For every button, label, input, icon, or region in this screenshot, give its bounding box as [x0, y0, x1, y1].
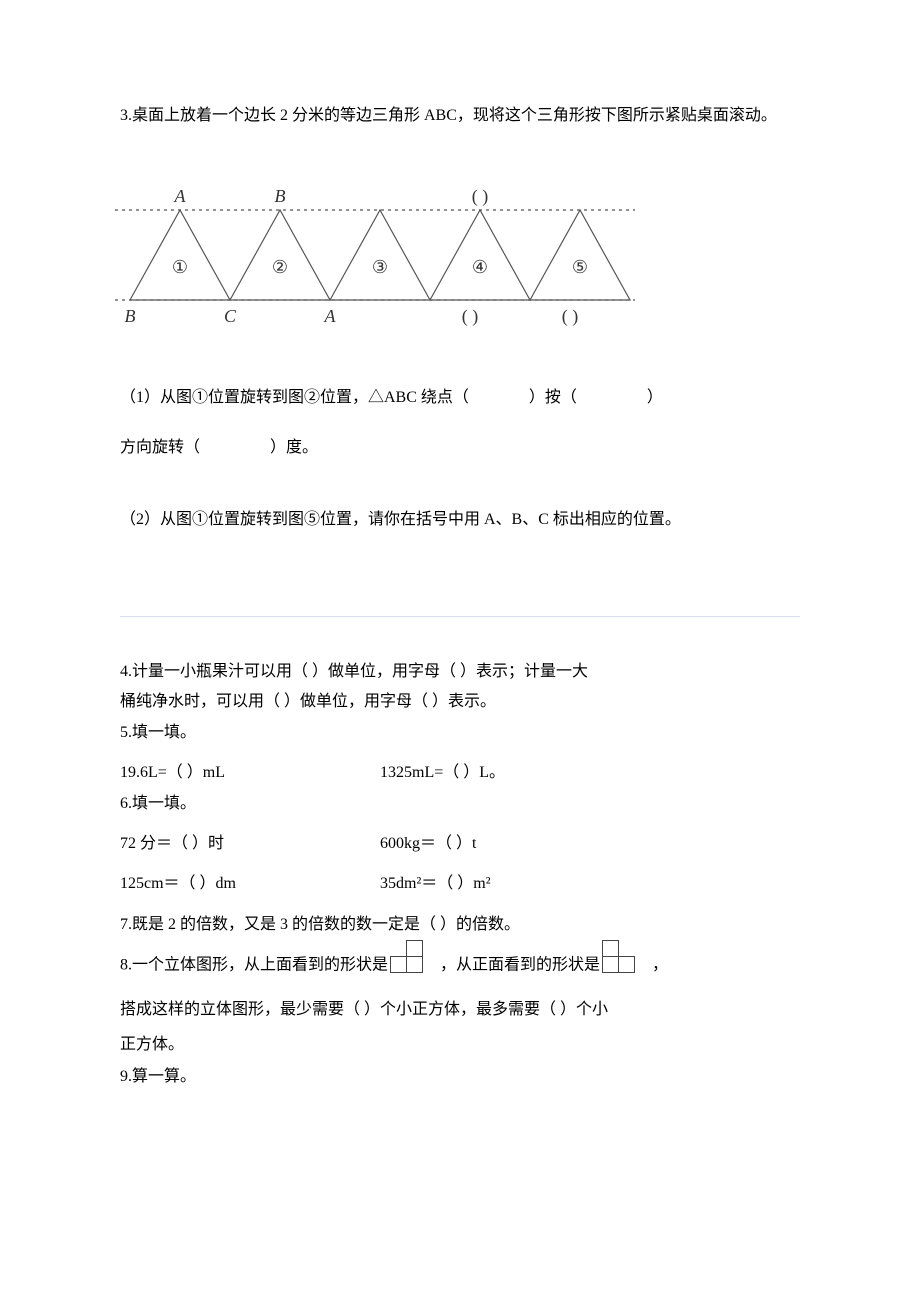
svg-text:A: A	[324, 306, 337, 326]
q3-sub1-l2end: ）度。	[270, 439, 318, 456]
q8-fig-top	[390, 940, 438, 991]
svg-text:( ): ( )	[462, 306, 479, 327]
q3-sub1-end1: ）	[647, 389, 663, 406]
svg-text:( ): ( )	[562, 306, 579, 327]
q5-eq1: 19.6L=（ ）mL	[120, 758, 380, 788]
q3-sub1-mid1: ）按（	[529, 389, 577, 406]
q6-r1a: 72 分＝（ ）时	[120, 829, 380, 859]
svg-text:A: A	[174, 186, 187, 206]
svg-text:④: ④	[472, 257, 488, 277]
svg-text:②: ②	[272, 257, 288, 277]
svg-text:( ): ( )	[472, 186, 489, 207]
q3-diagram: ① ② ③ ④ ⑤ A B ( ) B C A ( ) ( )	[110, 160, 800, 342]
q8-p3: ，	[652, 957, 668, 974]
q3-sub2: （2）从图①位置旋转到图⑤位置，请你在括号中用 A、B、C 标出相应的位置。	[120, 504, 800, 536]
q5-eq2: 1325mL=（ ）L。	[380, 758, 505, 788]
svg-text:B: B	[275, 186, 286, 206]
q8-line3: 正方体。	[120, 1027, 800, 1062]
q5-title: 5.填一填。	[120, 718, 800, 748]
q8-line2: 搭成这样的立体图形，最少需要（ ）个小正方体，最多需要（ ）个小	[120, 992, 800, 1027]
q4-line1: 4.计量一小瓶果汁可以用（ ）做单位，用字母（ ）表示；计量一大	[120, 657, 800, 687]
svg-text:⑤: ⑤	[572, 257, 588, 277]
q8-p2: ，从正面看到的形状是	[440, 957, 600, 974]
svg-text:③: ③	[372, 257, 388, 277]
svg-text:①: ①	[172, 257, 188, 277]
divider	[120, 616, 800, 617]
q9: 9.算一算。	[120, 1062, 800, 1092]
q6-r1b: 600kg＝（ ）t	[380, 829, 476, 859]
q6-row1: 72 分＝（ ）时 600kg＝（ ）t	[120, 829, 800, 859]
q8-line1: 8.一个立体图形，从上面看到的形状是 ，从正面看到的形状是 ，	[120, 940, 800, 991]
q3-sub1-line1: （1）从图①位置旋转到图②位置，△ABC 绕点（ ）按（ ）	[120, 382, 800, 414]
svg-text:C: C	[224, 306, 237, 326]
q8-p1: 8.一个立体图形，从上面看到的形状是	[120, 957, 388, 974]
q7: 7.既是 2 的倍数，又是 3 的倍数的数一定是（ ）的倍数。	[120, 910, 800, 940]
q6-row2: 125cm＝（ ）dm 35dm²＝（ ）m²	[120, 869, 800, 899]
q6-r2b: 35dm²＝（ ）m²	[380, 869, 491, 899]
q5-row: 19.6L=（ ）mL 1325mL=（ ）L。	[120, 758, 800, 788]
q4-line2: 桶纯净水时，可以用（ ）做单位，用字母（ ）表示。	[120, 687, 800, 717]
q3-intro: 3.桌面上放着一个边长 2 分米的等边三角形 ABC，现将这个三角形按下图所示紧…	[120, 100, 800, 132]
q6-r2a: 125cm＝（ ）dm	[120, 869, 380, 899]
q8-fig-front	[602, 940, 650, 991]
q6-title: 6.填一填。	[120, 789, 800, 819]
svg-text:B: B	[125, 306, 136, 326]
q3-sub1-pre: （1）从图①位置旋转到图②位置，△ABC 绕点（	[120, 389, 469, 406]
q3-sub1-l2pre: 方向旋转（	[120, 439, 200, 456]
q3-sub1-line2: 方向旋转（ ）度。	[120, 432, 800, 464]
